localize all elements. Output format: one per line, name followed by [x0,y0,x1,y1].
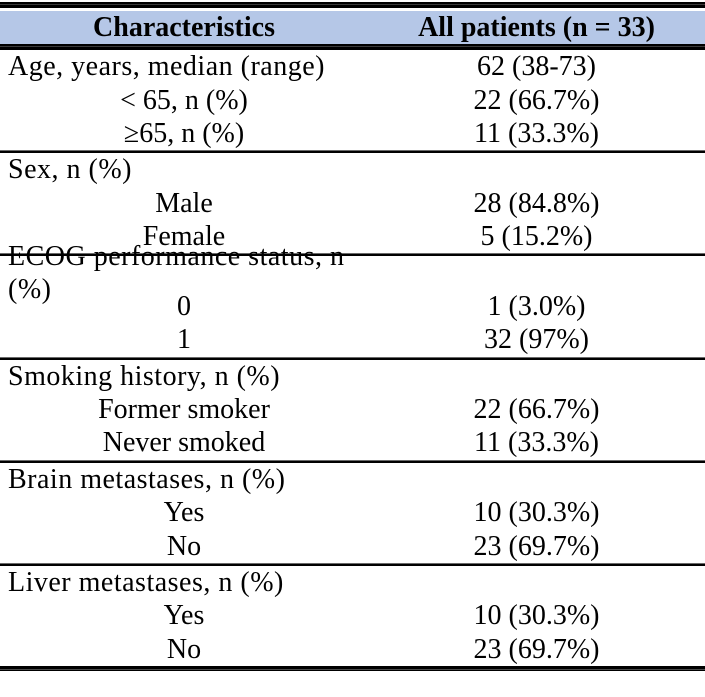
table-row-sex-male: Male 28 (84.8%) [0,186,705,220]
row-value: 10 (30.3%) [473,497,600,529]
table-row-age: Age, years, median (range) 62 (38-73) [0,50,705,84]
row-label: Never smoked [102,427,266,459]
table-header-row: Characteristics All patients (n = 33) [0,11,705,44]
row-value: 10 (30.3%) [473,600,600,632]
row-label: < 65, n (%) [120,84,248,116]
table-row-brain: Brain metastases, n (%) [0,462,705,497]
table-top-rule [0,2,705,8]
row-label: Female [142,221,226,253]
table-row-liver-no: No 23 (69.7%) [0,632,705,667]
row-value: 23 (69.7%) [473,633,600,665]
row-label: Liver metastases, n (%) [8,567,284,599]
row-value: 22 (66.7%) [473,394,600,426]
row-value: 1 (3.0%) [487,290,586,322]
row-label: Male [155,187,213,219]
row-label: ECOG performance status, n (%) [8,241,345,306]
section-divider [0,253,705,257]
row-label: Brain metastases, n (%) [8,463,286,495]
row-label: No [166,530,202,562]
row-label: 1 [177,324,191,356]
table-row-sex-female: Female 5 (15.2%) [0,219,705,254]
row-label: Smoking history, n (%) [8,360,281,392]
table-row-brain-yes: Yes 10 (30.3%) [0,496,705,530]
table-row-smoking-never: Never smoked 11 (33.3%) [0,426,705,460]
table-row-liver-yes: Yes 10 (30.3%) [0,599,705,633]
row-value: 28 (84.8%) [473,187,600,219]
section-divider [0,150,705,154]
row-label: Age, years, median (range) [8,51,325,83]
section-divider [0,459,705,463]
row-label: 0 [177,290,191,322]
row-label: Yes [163,497,205,529]
table-row-age-lt65: < 65, n (%) 22 (66.7%) [0,83,705,117]
table-row-smoking: Smoking history, n (%) [0,359,705,393]
header-cell-characteristics: Characteristics [93,11,275,43]
table-row-ecog-0: 0 1 (3.0%) [0,289,705,324]
table-bottom-rule [0,666,705,672]
row-label: Sex, n (%) [8,154,132,186]
table-row-age-ge65: ≥65, n (%) 11 (33.3%) [0,116,705,151]
row-value: 23 (69.7%) [473,530,600,562]
row-value: 11 (33.3%) [474,117,599,149]
section-divider [0,356,705,360]
row-value: 32 (97%) [484,324,589,356]
row-label: Former smoker [98,394,270,426]
header-cell-all-patients: All patients (n = 33) [418,11,655,43]
table-row-ecog: ECOG performance status, n (%) [0,241,705,305]
row-value: 11 (33.3%) [474,427,599,459]
row-value: 62 (38-73) [477,51,596,83]
row-value: 22 (66.7%) [473,84,600,116]
header-bottom-rule [0,44,705,50]
table-row-ecog-1: 1 32 (97%) [0,323,705,357]
table-row-sex: Sex, n (%) [0,153,705,187]
row-label: ≥65, n (%) [123,117,245,149]
row-label: No [166,633,202,665]
row-value: 5 (15.2%) [480,221,593,253]
header-gap [0,8,705,11]
table-row-liver: Liver metastases, n (%) [0,565,705,600]
table-row-smoking-former: Former smoker 22 (66.7%) [0,392,705,427]
table-row-brain-no: No 23 (69.7%) [0,529,705,563]
section-divider [0,562,705,566]
row-label: Yes [163,600,205,632]
